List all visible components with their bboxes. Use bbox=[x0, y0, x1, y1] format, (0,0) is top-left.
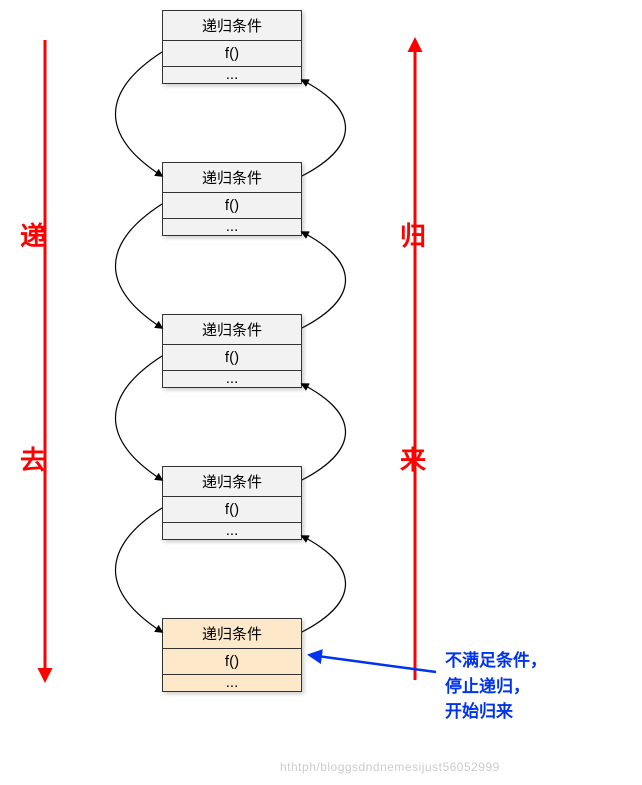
node-call: f() bbox=[163, 193, 301, 219]
node-title: 递归条件 bbox=[163, 315, 301, 345]
left-label-di: 递 bbox=[20, 216, 46, 253]
node-title: 递归条件 bbox=[163, 619, 301, 649]
node-rest: ... bbox=[163, 371, 301, 387]
node-call: f() bbox=[163, 497, 301, 523]
node-call: f() bbox=[163, 41, 301, 67]
annotation-line-3: 开始归来 bbox=[445, 699, 547, 725]
node-rest: ... bbox=[163, 67, 301, 83]
node-title: 递归条件 bbox=[163, 11, 301, 41]
recursion-node-3: 递归条件 f() ... bbox=[162, 314, 302, 388]
right-label-lai: 来 bbox=[400, 440, 426, 477]
left-label-qu: 去 bbox=[20, 440, 46, 477]
node-rest: ... bbox=[163, 675, 301, 691]
node-call: f() bbox=[163, 345, 301, 371]
annotation-line-1: 不满足条件， bbox=[445, 648, 547, 674]
recursion-node-2: 递归条件 f() ... bbox=[162, 162, 302, 236]
recursion-node-5: 递归条件 f() ... bbox=[162, 618, 302, 692]
node-rest: ... bbox=[163, 523, 301, 539]
node-rest: ... bbox=[163, 219, 301, 235]
node-title: 递归条件 bbox=[163, 163, 301, 193]
watermark: hthtph/bloggsdndnemesijust56052999 bbox=[280, 760, 500, 774]
recursion-node-1: 递归条件 f() ... bbox=[162, 10, 302, 84]
base-case-annotation: 不满足条件， 停止递归， 开始归来 bbox=[445, 648, 547, 725]
right-label-gui: 归 bbox=[400, 216, 426, 253]
node-title: 递归条件 bbox=[163, 467, 301, 497]
annotation-line-2: 停止递归， bbox=[445, 674, 547, 700]
node-call: f() bbox=[163, 649, 301, 675]
recursion-node-4: 递归条件 f() ... bbox=[162, 466, 302, 540]
